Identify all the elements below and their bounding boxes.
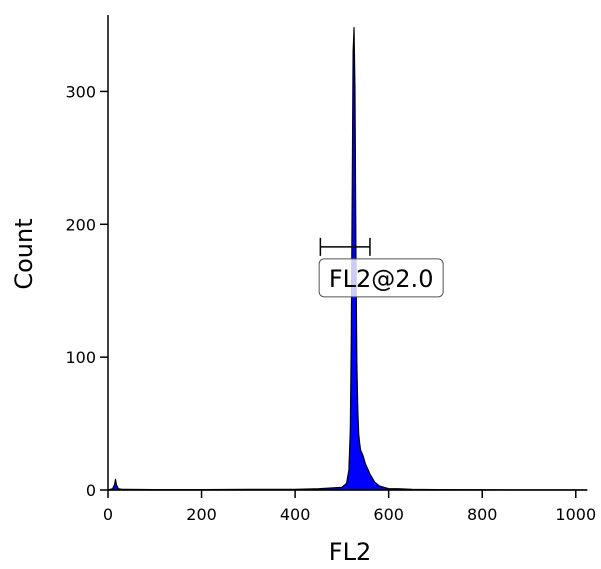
gate-label: FL2@2.0 — [329, 265, 434, 293]
y-tick-label: 0 — [86, 481, 96, 500]
y-axis-title: Count — [10, 218, 38, 289]
gates: FL2@2.0 — [318, 237, 444, 298]
x-axis-title: FL2 — [329, 538, 371, 566]
gate-label-box — [318, 258, 444, 298]
x-tick-label: 0 — [103, 505, 113, 524]
x-tick-label: 200 — [186, 505, 217, 524]
y-tick-label: 100 — [65, 348, 96, 367]
x-ticks: 0 200 400 600 800 1000 — [103, 490, 596, 524]
x-tick-label: 400 — [280, 505, 311, 524]
y-tick-label: 200 — [65, 215, 96, 234]
x-tick-label: 600 — [373, 505, 404, 524]
x-tick-label: 800 — [467, 505, 498, 524]
axes: 0 200 400 600 800 1000 0 100 200 300 — [65, 15, 596, 524]
x-tick-label: 1000 — [555, 505, 596, 524]
y-tick-label: 300 — [65, 82, 96, 101]
y-ticks: 0 100 200 300 — [65, 82, 108, 500]
